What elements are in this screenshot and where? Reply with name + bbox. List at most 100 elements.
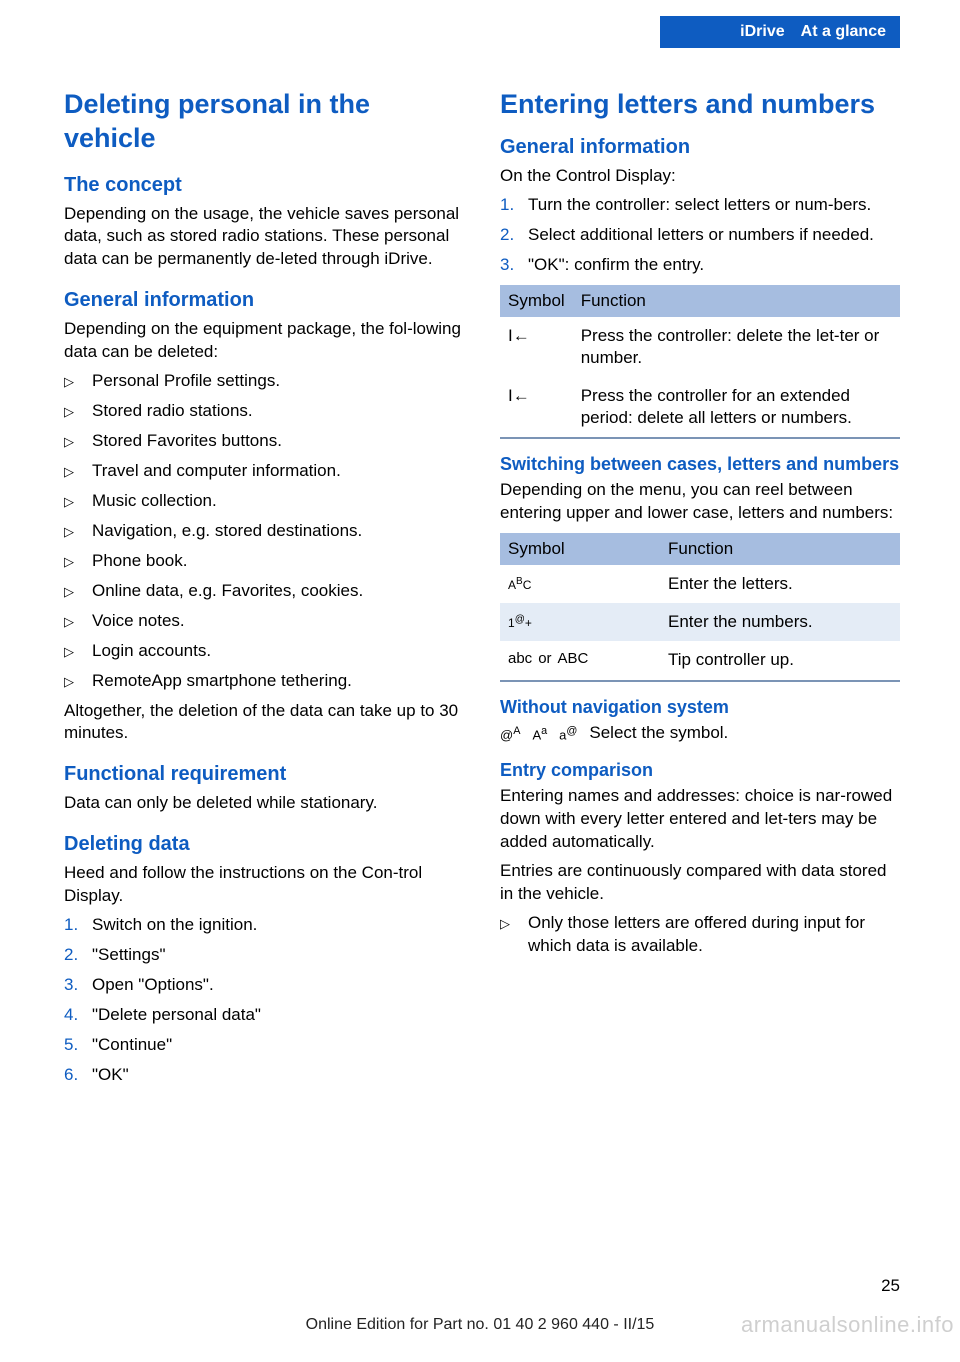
bullet-marker-icon: ▷ (64, 460, 92, 481)
right-column: Entering letters and numbers General inf… (500, 88, 900, 1094)
step-item: 5."Continue" (64, 1034, 464, 1057)
step-label: "OK" (92, 1064, 129, 1087)
table-header-function: Function (573, 285, 900, 317)
without-nav-label: Select the symbol. (589, 722, 728, 745)
bullet-marker-icon: ▷ (64, 400, 92, 421)
list-item-label: RemoteApp smartphone tethering. (92, 670, 352, 693)
text-entry-comp-2: Entries are continuously compared with d… (500, 860, 900, 906)
step-label: Switch on the ignition. (92, 914, 257, 937)
bullet-marker-icon: ▷ (64, 640, 92, 661)
step-number: 3. (500, 254, 528, 277)
heading-deleting-personal: Deleting personal in the vehicle (64, 88, 464, 156)
subheading-switching: Switching between cases, letters and num… (500, 453, 900, 476)
text-general-info-left: Depending on the equipment package, the … (64, 318, 464, 364)
text-deletion-duration: Altogether, the deletion of the data can… (64, 700, 464, 746)
bullet-marker-icon: ▷ (64, 490, 92, 511)
bullet-marker-icon: ▷ (64, 580, 92, 601)
bullet-marker-icon: ▷ (64, 520, 92, 541)
text-switching: Depending on the menu, you can reel betw… (500, 479, 900, 525)
subheading-general-info-right: General information (500, 136, 900, 159)
list-item: ▷Voice notes. (64, 610, 464, 633)
bullet-list-entry-comp: ▷Only those letters are offered during i… (500, 912, 900, 958)
subheading-concept: The concept (64, 174, 464, 197)
step-label: "Continue" (92, 1034, 172, 1057)
bullet-marker-icon: ▷ (64, 610, 92, 631)
subheading-deleting-data: Deleting data (64, 833, 464, 856)
list-item: ▷Login accounts. (64, 640, 464, 663)
function-cell: Press the controller: delete the let‐ter… (573, 317, 900, 377)
header-bar: iDrive At a glance (660, 16, 900, 48)
step-number: 3. (64, 974, 92, 997)
backspace-icon: Ι← (508, 325, 530, 347)
step-number: 5. (64, 1034, 92, 1057)
list-item-label: Phone book. (92, 550, 187, 573)
text-general-info-right: On the Control Display: (500, 165, 900, 188)
list-item: ▷Online data, e.g. Favorites, cookies. (64, 580, 464, 603)
step-label: Turn the controller: select letters or n… (528, 194, 871, 217)
step-item: 3."OK": confirm the entry. (500, 254, 900, 277)
subheading-entry-comparison: Entry comparison (500, 759, 900, 782)
symbol-cell: 1@+ (500, 603, 660, 641)
table-row: Ι← Press the controller: delete the let‐… (500, 317, 900, 377)
subheading-general-info-left: General information (64, 289, 464, 312)
list-item: ▷Personal Profile settings. (64, 370, 464, 393)
content-columns: Deleting personal in the vehicle The con… (64, 88, 900, 1094)
function-cell: Enter the letters. (660, 565, 900, 603)
table-row: Ι← Press the controller for an extended … (500, 377, 900, 438)
table-row: ABC Enter the letters. (500, 565, 900, 603)
mode-icon-b: Aa (532, 724, 547, 744)
list-item-label: Stored Favorites buttons. (92, 430, 282, 453)
table-row: abc or ABC Tip controller up. (500, 641, 900, 680)
list-item: ▷Navigation, e.g. stored destinations. (64, 520, 464, 543)
step-number: 1. (500, 194, 528, 217)
list-item: ▷Stored Favorites buttons. (64, 430, 464, 453)
text-entry-comp-1: Entering names and addresses: choice is … (500, 785, 900, 854)
function-cell: Enter the numbers. (660, 603, 900, 641)
step-item: 2.Select additional letters or numbers i… (500, 224, 900, 247)
numbers-mode-icon: 1@+ (508, 616, 532, 630)
bullet-marker-icon: ▷ (64, 670, 92, 691)
list-item: ▷Only those letters are offered during i… (500, 912, 900, 958)
uppercase-icon: ABC (558, 649, 589, 669)
bullet-marker-icon: ▷ (64, 430, 92, 451)
step-item: 3.Open "Options". (64, 974, 464, 997)
bullet-marker-icon: ▷ (64, 370, 92, 391)
step-label: Select additional letters or numbers if … (528, 224, 874, 247)
step-item: 1.Switch on the ignition. (64, 914, 464, 937)
symbol-cell: abc or ABC (500, 641, 660, 680)
step-item: 1.Turn the controller: select letters or… (500, 194, 900, 217)
backspace-hold-icon: Ι← (508, 385, 530, 407)
step-item: 6."OK" (64, 1064, 464, 1087)
text-concept: Depending on the usage, the vehicle save… (64, 203, 464, 272)
page-number: 25 (881, 1276, 900, 1296)
table-header-symbol: Symbol (500, 285, 573, 317)
list-item-label: Voice notes. (92, 610, 185, 633)
text-deleting-data: Heed and follow the instructions on the … (64, 862, 464, 908)
subheading-without-nav: Without navigation system (500, 696, 900, 719)
watermark: armanualsonline.info (741, 1312, 954, 1338)
step-number: 1. (64, 914, 92, 937)
symbol-cell: ABC (500, 565, 660, 603)
step-item: 4."Delete personal data" (64, 1004, 464, 1027)
step-item: 2."Settings" (64, 944, 464, 967)
step-number: 6. (64, 1064, 92, 1087)
step-number: 2. (64, 944, 92, 967)
bullet-marker-icon: ▷ (64, 550, 92, 571)
step-label: "Delete personal data" (92, 1004, 261, 1027)
symbol-function-table-delete: Symbol Function Ι← Press the controller:… (500, 285, 900, 439)
list-item-label: Online data, e.g. Favorites, cookies. (92, 580, 363, 603)
bullet-marker-icon: ▷ (500, 912, 528, 933)
table-row: 1@+ Enter the numbers. (500, 603, 900, 641)
table-header-symbol: Symbol (500, 533, 660, 565)
mode-icon-a: @A (500, 724, 520, 744)
list-item-label: Only those letters are offered during in… (528, 912, 900, 958)
header-section: iDrive (740, 23, 784, 41)
or-label: or (538, 649, 551, 669)
function-cell: Press the controller for an extended per… (573, 377, 900, 438)
symbol-function-table-case: Symbol Function ABC Enter the letters. 1… (500, 533, 900, 681)
letters-mode-icon: ABC (508, 578, 531, 592)
subheading-functional-req: Functional requirement (64, 763, 464, 786)
heading-entering-letters: Entering letters and numbers (500, 88, 900, 122)
table-header-function: Function (660, 533, 900, 565)
step-number: 2. (500, 224, 528, 247)
